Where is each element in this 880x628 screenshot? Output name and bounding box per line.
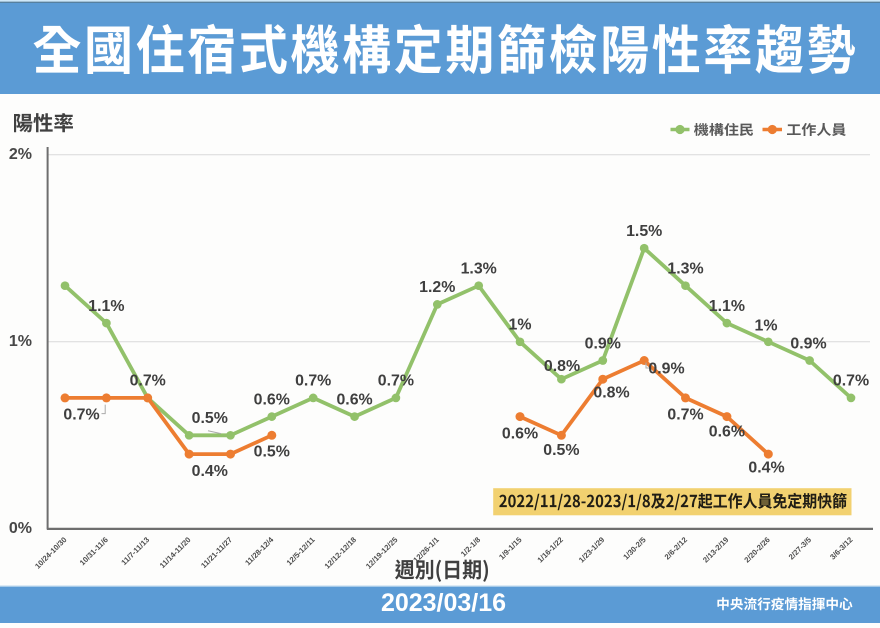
svg-text:0.4%: 0.4% — [748, 459, 784, 476]
svg-text:1.1%: 1.1% — [88, 298, 124, 315]
svg-text:0.9%: 0.9% — [585, 335, 621, 352]
svg-text:0.9%: 0.9% — [790, 335, 826, 352]
svg-text:0%: 0% — [9, 520, 32, 537]
svg-text:0.7%: 0.7% — [667, 407, 703, 424]
svg-text:0.7%: 0.7% — [63, 406, 99, 423]
svg-text:0.9%: 0.9% — [648, 360, 684, 377]
svg-text:0.7%: 0.7% — [833, 373, 869, 390]
svg-text:0.7%: 0.7% — [295, 373, 331, 390]
svg-text:0.7%: 0.7% — [130, 373, 166, 390]
svg-text:1.1%: 1.1% — [709, 298, 745, 315]
svg-text:0.8%: 0.8% — [544, 358, 580, 375]
svg-text:0.7%: 0.7% — [378, 373, 414, 390]
svg-text:0.6%: 0.6% — [336, 391, 372, 408]
svg-text:1.3%: 1.3% — [461, 261, 497, 278]
svg-text:0.8%: 0.8% — [593, 385, 629, 402]
svg-text:0.5%: 0.5% — [543, 442, 579, 459]
svg-text:1.5%: 1.5% — [626, 223, 662, 240]
svg-text:0.4%: 0.4% — [192, 463, 228, 480]
svg-text:0.6%: 0.6% — [502, 425, 538, 442]
svg-text:0.6%: 0.6% — [254, 391, 290, 408]
svg-text:2%: 2% — [9, 146, 32, 163]
svg-text:2023/03/16: 2023/03/16 — [381, 589, 506, 617]
svg-text:1.2%: 1.2% — [419, 279, 455, 296]
svg-text:1%: 1% — [755, 318, 778, 335]
svg-text:0.6%: 0.6% — [709, 423, 745, 440]
svg-text:0.5%: 0.5% — [254, 444, 290, 461]
svg-text:1.3%: 1.3% — [667, 261, 703, 278]
svg-text:0.5%: 0.5% — [192, 410, 228, 427]
svg-text:1%: 1% — [9, 333, 32, 350]
svg-text:1%: 1% — [509, 317, 532, 334]
